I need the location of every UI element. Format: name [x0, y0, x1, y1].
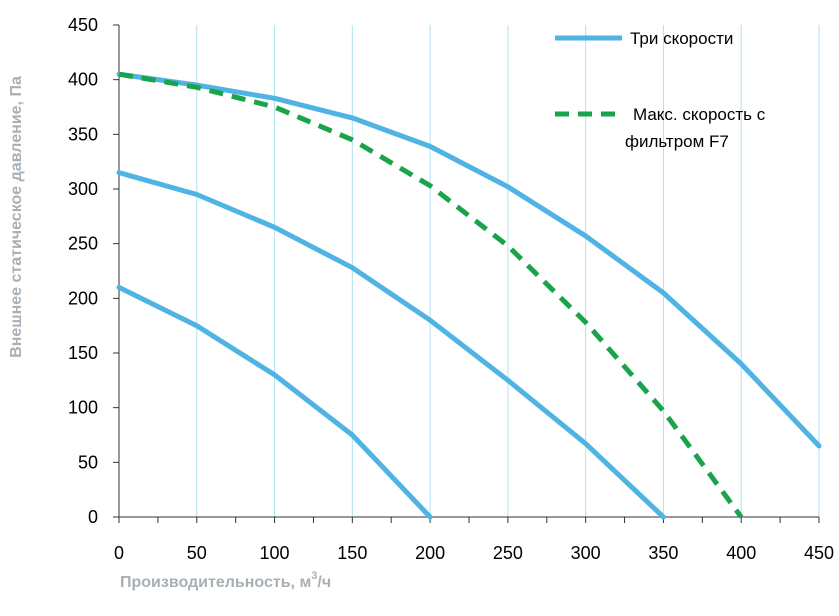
y-tick-label-400: 400 — [68, 70, 98, 90]
x-tick-label-400: 400 — [726, 543, 756, 563]
y-tick-labels: 0 50 100 150 200 250 300 350 400 450 — [68, 15, 98, 527]
y-tick-label-350: 350 — [68, 124, 98, 144]
x-axis-title-sup: 3 — [311, 570, 317, 582]
y-tick-label-50: 50 — [78, 452, 98, 472]
grid — [196, 25, 820, 517]
y-axis-title: Внешнее статическое давление, Па — [8, 76, 25, 358]
legend-label-max-f7-line2: фильтром F7 — [625, 132, 729, 151]
legend: Три скорости Макс. скорость с фильтром F… — [555, 29, 766, 151]
x-tick-label-300: 300 — [571, 543, 601, 563]
legend-label-three-speeds: Три скорости — [630, 29, 733, 48]
x-tick-label-150: 150 — [337, 543, 367, 563]
x-axis-title: Производительность, м3/ч — [120, 570, 331, 591]
series-line-low — [116, 284, 433, 520]
x-tick-label-50: 50 — [187, 543, 207, 563]
y-tick-label-250: 250 — [68, 234, 98, 254]
series-line-high — [116, 71, 822, 449]
axes — [113, 24, 820, 523]
x-axis-title-text: Производительность, м — [120, 574, 311, 591]
y-tick-label-450: 450 — [68, 15, 98, 35]
series-line-max-f7 — [118, 71, 744, 519]
x-tick-label-100: 100 — [260, 543, 290, 563]
y-tick-label-200: 200 — [68, 288, 98, 308]
y-tick-label-300: 300 — [68, 179, 98, 199]
x-tick-label-0: 0 — [114, 543, 124, 563]
x-tick-labels: 0 50 100 150 200 250 300 350 400 450 — [114, 543, 834, 563]
y-tick-label-150: 150 — [68, 343, 98, 363]
x-tick-label-250: 250 — [493, 543, 523, 563]
y-tick-label-100: 100 — [68, 398, 98, 418]
legend-label-max-f7-line1: Макс. скорость с — [633, 105, 766, 124]
series-lines — [116, 71, 822, 520]
x-tick-label-200: 200 — [415, 543, 445, 563]
series-line-medium — [116, 170, 666, 520]
y-tick-label-0: 0 — [88, 507, 98, 527]
x-axis-title-unit: /ч — [317, 574, 331, 591]
x-tick-label-450: 450 — [804, 543, 834, 563]
x-tick-label-350: 350 — [648, 543, 678, 563]
